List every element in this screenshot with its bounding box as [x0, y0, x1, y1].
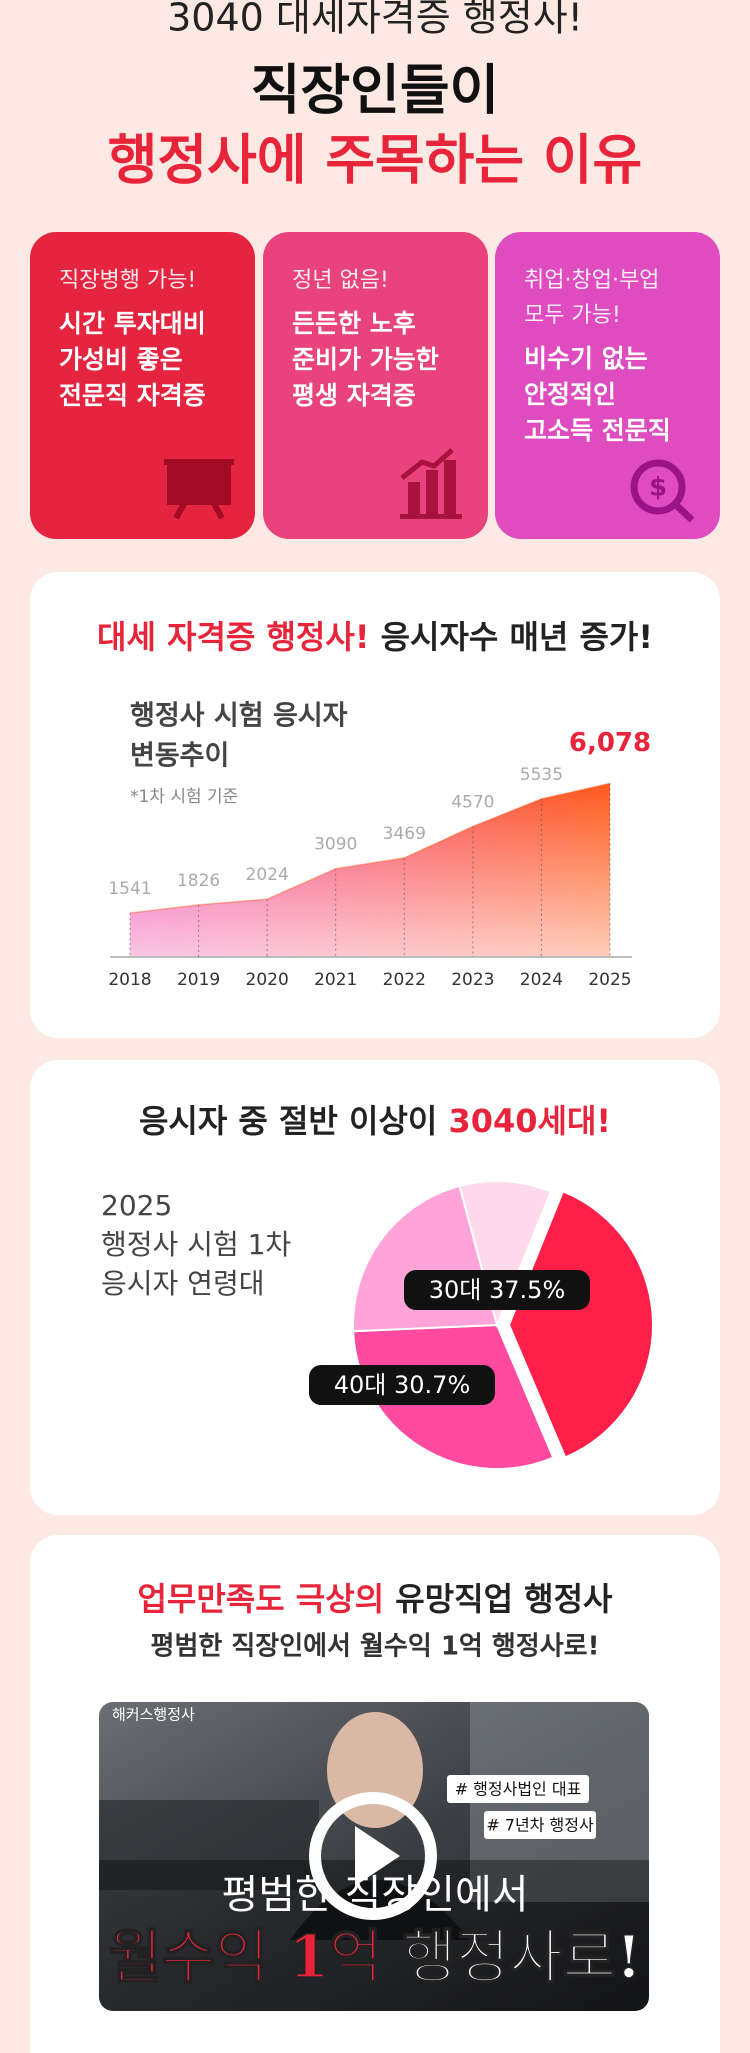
area-line [129, 782, 611, 914]
card-line: 고소득 전문직 [524, 416, 671, 445]
slice-category: 40대 [334, 1371, 387, 1399]
title-highlight: 3040세대! [448, 1102, 611, 1140]
headline-highlight: 행정사에 주목하는 이유 [108, 129, 642, 192]
label-pill [404, 1270, 590, 1310]
video-subtitle: 평범한 직장인에서 월수익 1억 행정사로! [151, 1632, 600, 1662]
value-label: 1541 [108, 879, 151, 899]
title: 응시자 중 절반 이상이 [139, 1102, 437, 1140]
slice-value: 37.5% [489, 1276, 565, 1304]
value-label: 3469 [383, 824, 426, 844]
growth-icon [400, 448, 462, 519]
card-subtitle: 정년 없음! [292, 268, 389, 293]
card-line: 평생 자격증 [292, 381, 416, 410]
search-icon: $ [630, 459, 695, 523]
brand: 해커스행정사 [112, 1706, 195, 1724]
play-button[interactable] [355, 1826, 400, 1886]
chart-label: 행정사 시험 응시자 [130, 701, 348, 732]
card-line: 비수기 없는 [524, 344, 648, 373]
value-label: 1826 [177, 871, 220, 891]
slice-label: 40대 30.7% [334, 1371, 471, 1399]
tag: # 행정사법인 대표 [455, 1780, 582, 1799]
label-pill [309, 1365, 495, 1405]
shade [99, 1860, 649, 2011]
slice-value: 30.7% [394, 1371, 470, 1399]
x-tick-label: 2021 [314, 970, 357, 990]
tag: # 7년차 행정사 [486, 1816, 594, 1835]
card-subtitle: 취업·창업·부업 [524, 268, 659, 293]
card-line: 안정적인 [524, 380, 616, 409]
x-tick-label: 2019 [177, 970, 220, 990]
card-line: 준비가 가능한 [292, 345, 439, 374]
headline: 직장인들이 [251, 59, 499, 122]
card-line: 가성비 좋은 [59, 345, 183, 374]
pie-slice [507, 1190, 654, 1459]
card-subtitle: 직장병행 가능! [59, 268, 196, 293]
play-ring[interactable] [309, 1792, 437, 1920]
video-title: 업무만족도 극상의 유망직업 행정사 [137, 1580, 613, 1618]
value-label: 3090 [314, 835, 357, 855]
pie-label: 2025 [101, 1189, 172, 1222]
pie-label: 응시자 연령대 [101, 1267, 264, 1300]
title: 유망직업 행정사 [395, 1580, 613, 1618]
card-subtitle: 모두 가능! [524, 303, 621, 328]
headline-text: 행정사로! [403, 1923, 642, 1991]
area-fade [130, 783, 610, 957]
card-line: 시간 투자대비 [59, 309, 206, 338]
value-label: 2024 [246, 865, 289, 885]
chart-label: 변동추이 [130, 741, 229, 772]
x-tick-label: 2023 [451, 970, 494, 990]
svg-text:$: $ [649, 473, 667, 503]
x-tick-label: 2025 [588, 970, 631, 990]
tag-bg [484, 1811, 596, 1839]
slice-label: 30대 37.5% [429, 1276, 566, 1304]
kicker: 3040 대세자격증 행정사! [167, 0, 583, 40]
title-highlight: 대세 자격증 행정사! [97, 618, 369, 656]
office [99, 1800, 319, 1890]
x-tick-label: 2018 [108, 970, 151, 990]
chart-note: *1차 시험 기준 [130, 787, 238, 807]
chart-title: 대세 자격증 행정사! 응시자수 매년 증가! [97, 618, 653, 656]
slice-category: 30대 [429, 1276, 482, 1304]
presentation-icon [164, 459, 234, 520]
card-line: 든든한 노후 [292, 309, 416, 338]
x-tick-label: 2024 [520, 970, 563, 990]
x-tick-label: 2020 [246, 970, 289, 990]
video-thumbnail[interactable]: 해커스행정사 # 행정사법인 대표 # 7년차 행정사 평범한 직장인에서 월수… [99, 1702, 649, 2011]
pie-slice [458, 1180, 553, 1329]
x-tick-label: 2022 [383, 970, 426, 990]
headline: 월수익 1억 행정사로! [108, 1923, 641, 1991]
headline-highlight: 월수익 1억 [108, 1923, 382, 1991]
pie-title: 응시자 중 절반 이상이 3040세대! [139, 1102, 611, 1140]
title-highlight: 업무만족도 극상의 [137, 1580, 384, 1618]
title: 응시자수 매년 증가! [381, 618, 653, 656]
value-label-highlight: 6,078 [569, 728, 651, 758]
feature-card [263, 232, 488, 539]
pie-label: 행정사 시험 1차 [101, 1228, 291, 1261]
tag-bg [447, 1775, 589, 1803]
value-label: 5535 [520, 765, 563, 785]
card-line: 전문직 자격증 [59, 381, 206, 410]
value-label: 4570 [451, 792, 494, 812]
